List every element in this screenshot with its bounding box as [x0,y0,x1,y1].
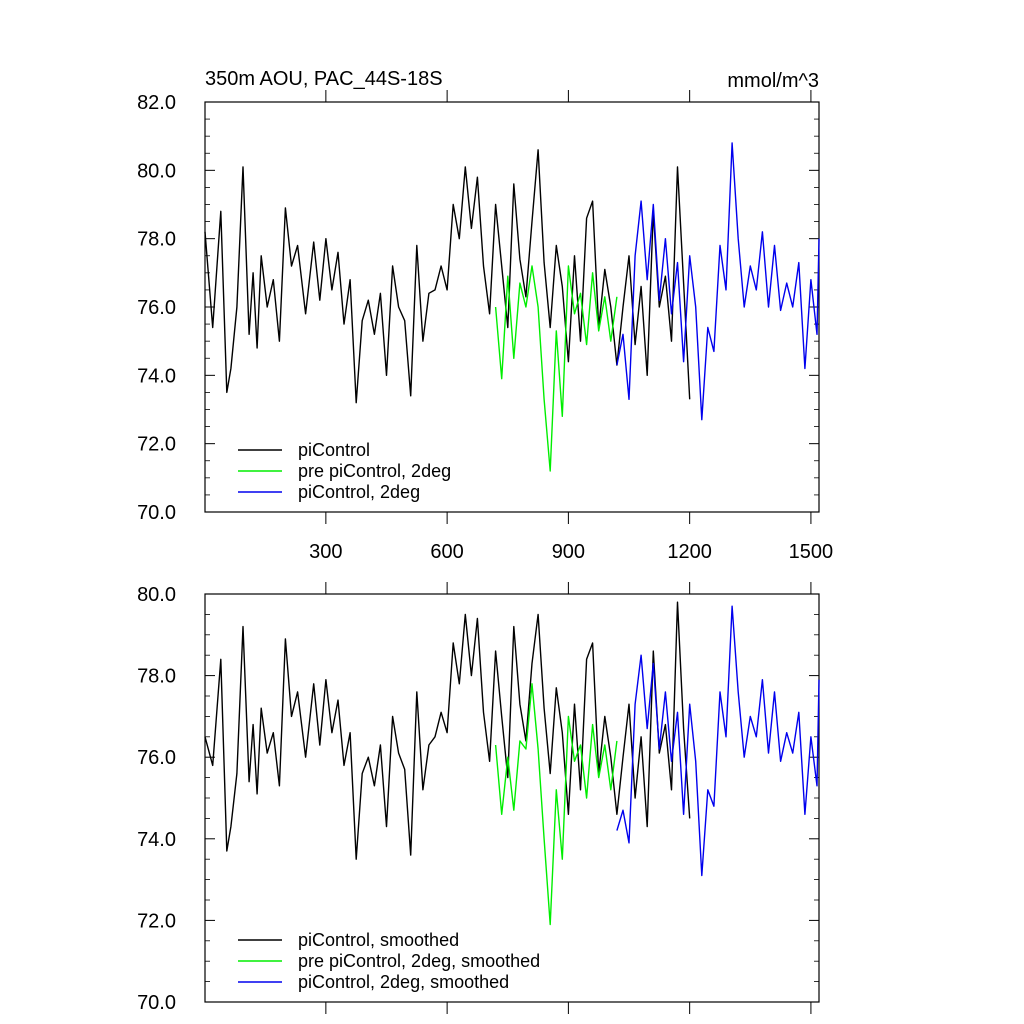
series-line-picontrol-2deg [616,142,820,421]
y-tick-label: 76.0 [137,297,176,319]
top-ticks: 70.0 72.0 74.0 76.0 78.0 80.0 82.0 300 600 900 120… [137,90,833,563]
series-line-pre-picontrol-2deg [494,265,618,472]
series-line-picontrol-smoothed [204,601,691,860]
bottom-series-group [204,601,820,926]
y-tick-label: 82.0 [137,92,176,114]
legend-label-piControl-2deg: piControl, 2deg [298,482,420,502]
series-line-picontrol [204,149,691,404]
y-tick-label: 80.0 [137,584,176,606]
x-tick-label: 600 [430,541,463,563]
y-tick-label: 78.0 [137,666,176,688]
x-tick-label: 900 [552,541,585,563]
bottom-legend: piControl, smoothed pre piControl, 2deg,… [238,930,540,992]
bottom-ticks: 70.0 72.0 74.0 76.0 78.0 80.0 [137,582,819,1014]
x-tick-label: 1500 [789,541,834,563]
series-line-pre-picontrol-2deg-smoothed [494,683,618,926]
y-tick-label: 76.0 [137,747,176,769]
top-chart-title: 350m AOU, PAC_44S-18S [205,68,443,90]
top-series-group [204,142,820,472]
y-tick-label: 80.0 [137,160,176,182]
y-tick-label: 70.0 [137,992,176,1014]
legend-label-pre-piControl-2deg-smoothed: pre piControl, 2deg, smoothed [298,951,540,971]
top-panel: 350m AOU, PAC_44S-18S mmol/m^3 70.072.07… [137,68,833,563]
bottom-panel: 70.0 72.0 74.0 76.0 78.0 80.0 piControl, smoo… [137,582,820,1014]
legend-label-piControl: piControl [298,440,370,460]
x-tick-label: 300 [309,541,342,563]
series-line-picontrol-2deg-smoothed [616,605,820,877]
legend-label-piControl-2deg-smoothed: piControl, 2deg, smoothed [298,972,509,992]
top-chart-units: mmol/m^3 [727,70,819,92]
y-tick-label: 74.0 [137,829,176,851]
x-tick-label: 1200 [667,541,712,563]
legend-label-pre-piControl-2deg: pre piControl, 2deg [298,461,451,481]
y-tick-label: 78.0 [137,229,176,251]
top-legend: piControl pre piControl, 2deg piControl,… [238,440,451,502]
y-tick-label: 70.0 [137,502,176,524]
y-tick-label: 72.0 [137,434,176,456]
legend-label-piControl-smoothed: piControl, smoothed [298,930,459,950]
y-tick-label: 72.0 [137,910,176,932]
y-tick-label: 74.0 [137,365,176,387]
